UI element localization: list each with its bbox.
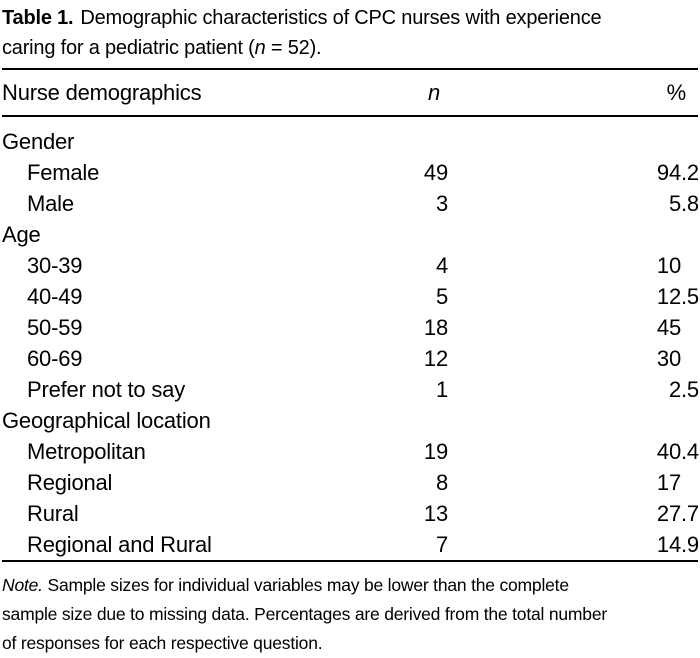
- row-label: Female: [27, 159, 100, 185]
- caption-line-1: Table 1. Demographic characteristics of C…: [2, 3, 700, 33]
- table-row-category: Age: [2, 219, 698, 250]
- n-value: 3: [435, 190, 448, 216]
- note-text-line2: sample size due to missing data. Percent…: [2, 604, 608, 624]
- table-row-item: Regional and Rural 7 14.9: [2, 529, 699, 562]
- note-text-line1: Sample sizes for individual variables ma…: [42, 575, 569, 595]
- header-row: Nurse demographics n %: [2, 68, 698, 117]
- pct-decimal-part: .9: [681, 531, 699, 557]
- pct-integer-part: 40: [656, 438, 681, 464]
- pct-integer-part: 27: [656, 500, 681, 526]
- pct-integer-part: 17: [656, 469, 681, 495]
- pct-decimal-part: .5: [681, 283, 699, 309]
- caption-table-number: Table 1.: [2, 7, 74, 29]
- note-line-2: sample size due to missing data. Percent…: [2, 600, 700, 629]
- note-line-1: Note. Sample sizes for individual variab…: [2, 571, 700, 600]
- row-label: Age: [2, 221, 41, 247]
- pct-value: 14.9: [448, 529, 699, 562]
- table-row-item: 60-69 12 30: [2, 343, 698, 374]
- table-row-item: 30-39 4 10: [2, 250, 698, 281]
- pct-value: 2.5: [448, 374, 699, 405]
- pct-decimal-part: .4: [681, 438, 699, 464]
- header-percent: %: [448, 68, 698, 117]
- pct-decimal-part: .8: [681, 190, 699, 216]
- table-row-item: Male 3 5.8: [2, 188, 699, 219]
- table-row-category: Gender: [2, 116, 698, 157]
- n-value: [338, 219, 448, 250]
- n-value: 49: [423, 159, 448, 185]
- n-value: 1: [435, 376, 448, 402]
- pct-value: 5.8: [448, 188, 699, 219]
- row-label: Gender: [2, 128, 75, 154]
- pct-value: [448, 116, 698, 157]
- caption-n-symbol: n: [254, 37, 266, 59]
- n-value: [338, 405, 448, 436]
- caption-text-line2-post: = 52).: [265, 37, 322, 59]
- caption-text-line2-pre: caring for a pediatric patient (: [2, 37, 255, 59]
- pct-value: 40.4: [448, 436, 699, 467]
- row-label: Prefer not to say: [27, 376, 186, 402]
- row-label: 30-39: [27, 252, 83, 278]
- pct-integer-part: 45: [656, 314, 681, 340]
- pct-value: 45: [448, 312, 698, 343]
- note-text-line3: of responses for each respective questio…: [2, 633, 323, 653]
- row-label: 60-69: [27, 345, 83, 371]
- n-value: 5: [435, 283, 448, 309]
- note-label: Note.: [2, 575, 43, 595]
- n-value: 19: [423, 438, 448, 464]
- pct-decimal-part: .5: [681, 376, 699, 402]
- demographics-table: Nurse demographics n % Gender Female 49 94.…: [2, 68, 699, 562]
- n-value: 12: [423, 345, 448, 371]
- pct-integer-part: 14: [656, 531, 681, 557]
- pct-value: 10: [448, 250, 698, 281]
- n-value: 4: [435, 252, 448, 278]
- note-line-3: of responses for each respective questio…: [2, 629, 700, 658]
- caption-text-line1: Demographic characteristics of CPC nurse…: [80, 7, 602, 29]
- n-value: 13: [423, 500, 448, 526]
- row-label: Male: [27, 190, 74, 216]
- row-label: Regional: [27, 469, 113, 495]
- table-row-item: Regional 8 17: [2, 467, 698, 498]
- table-row-item: Female 49 94.2: [2, 157, 699, 188]
- table-caption: Table 1. Demographic characteristics of C…: [2, 3, 700, 63]
- pct-value: 12.5: [448, 281, 699, 312]
- pct-integer-part: 94: [656, 159, 681, 185]
- pct-integer-part: 10: [656, 252, 681, 278]
- pct-integer-part: 30: [656, 345, 681, 371]
- pct-integer-part: 5: [668, 190, 681, 216]
- pct-integer-part: 2: [668, 376, 681, 402]
- table-row-item: 40-49 5 12.5: [2, 281, 699, 312]
- pct-decimal-part: .2: [681, 159, 699, 185]
- row-label: Geographical location: [2, 407, 211, 433]
- table-row-category: Geographical location: [2, 405, 698, 436]
- row-label: 50-59: [27, 314, 83, 340]
- n-value: 18: [423, 314, 448, 340]
- n-value: 7: [338, 529, 448, 562]
- pct-value: [448, 405, 698, 436]
- n-value: 8: [435, 469, 448, 495]
- header-nurse-demographics: Nurse demographics: [2, 68, 338, 117]
- table-note: Note. Sample sizes for individual variab…: [2, 571, 700, 658]
- pct-value: 17: [448, 467, 698, 498]
- table-row-item: Metropolitan 19 40.4: [2, 436, 699, 467]
- header-n: n: [338, 68, 448, 117]
- pct-value: 30: [448, 343, 698, 374]
- table-row-item: Prefer not to say 1 2.5: [2, 374, 699, 405]
- n-value: [338, 116, 448, 157]
- table-header: Nurse demographics n %: [2, 68, 698, 117]
- row-label: Rural: [27, 500, 79, 526]
- row-label: Metropolitan: [27, 438, 146, 464]
- table-row-item: 50-59 18 45: [2, 312, 698, 343]
- pct-value: 27.7: [448, 498, 699, 529]
- row-label: Regional and Rural: [2, 529, 338, 562]
- pct-decimal-part: .7: [681, 500, 699, 526]
- table-row-item: Rural 13 27.7: [2, 498, 699, 529]
- pct-value: [448, 219, 698, 250]
- caption-line-2: caring for a pediatric patient (n = 52).: [2, 33, 700, 63]
- pct-value: 94.2: [448, 157, 699, 188]
- row-label: 40-49: [27, 283, 83, 309]
- table-body: Gender Female 49 94.2 Male 3 5.8 Age 30-39 4 10 40-…: [2, 116, 699, 562]
- pct-integer-part: 12: [656, 283, 681, 309]
